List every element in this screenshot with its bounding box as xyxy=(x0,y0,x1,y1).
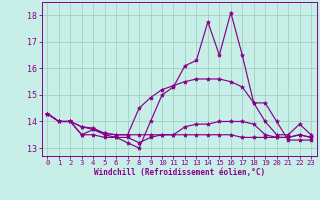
X-axis label: Windchill (Refroidissement éolien,°C): Windchill (Refroidissement éolien,°C) xyxy=(94,168,265,177)
